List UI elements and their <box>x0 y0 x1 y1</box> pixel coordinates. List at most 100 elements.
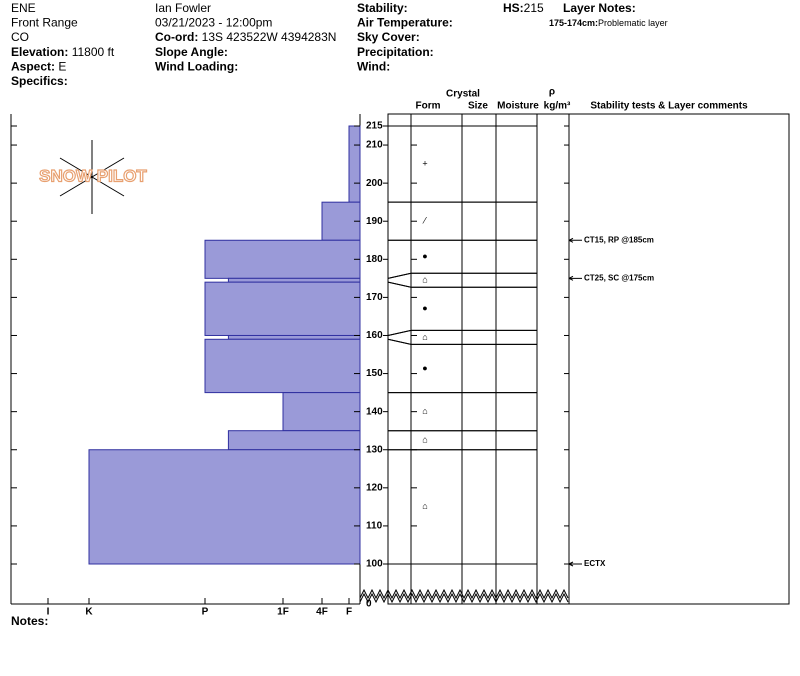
depth-label: 170 <box>366 292 383 303</box>
hs: HS:215 <box>503 1 544 15</box>
depth-label: 150 <box>366 368 383 379</box>
field-value: Ian Fowler <box>155 1 211 15</box>
test-arrow <box>568 561 582 567</box>
layer-note: 175-174cm:Problematic layer <box>549 18 668 28</box>
depth-break-label: 0 <box>366 599 372 610</box>
crystal-form: + <box>422 158 427 168</box>
field-value: Front Range <box>11 16 78 30</box>
table-header: Crystal <box>446 89 480 100</box>
depth-label: 160 <box>366 330 383 341</box>
hs-value: 215 <box>524 1 544 15</box>
layer-boundary <box>387 329 537 336</box>
layer-boundary <box>387 281 537 288</box>
hardness-label: 4F <box>316 607 328 618</box>
header-field: Ian Fowler <box>155 1 211 15</box>
header-field: Slope Angle: <box>155 45 228 59</box>
field-value: 11800 ft <box>72 45 115 59</box>
hardness-bar <box>227 334 361 340</box>
field-value: 03/21/2023 - 12:00pm <box>155 16 272 30</box>
crystal-form: ⁄ <box>422 216 427 226</box>
hs-label: HS: <box>503 1 524 15</box>
axis-break <box>359 592 569 604</box>
table-header: ρ <box>549 87 555 98</box>
field-value: CO <box>11 30 29 44</box>
field-value: E <box>58 60 66 74</box>
depth-label: 190 <box>366 216 383 227</box>
depth-label: 120 <box>366 482 383 493</box>
header-field: Front Range <box>11 16 78 30</box>
axis-break <box>359 588 569 600</box>
hardness-label: K <box>85 607 93 618</box>
field-label: Stability: <box>357 1 408 15</box>
header-field: Elevation: 11800 ft <box>11 45 115 59</box>
depth-label: 200 <box>366 178 383 189</box>
field-label: Aspect: <box>11 60 55 74</box>
depth-label: 110 <box>366 521 383 532</box>
test-label: CT15, RP @185cm <box>584 235 654 244</box>
depth-label: 210 <box>366 140 383 151</box>
test-arrow <box>568 237 582 243</box>
hardness-label: F <box>346 607 352 618</box>
notes-label: Notes: <box>11 614 48 628</box>
crystal-form: ⌂ <box>422 332 427 342</box>
depth-label: 215 <box>366 121 383 132</box>
table-header: kg/m³ <box>544 101 571 112</box>
table-frame <box>387 113 790 605</box>
field-value: 13S 423522W 4394283N <box>202 30 337 44</box>
header-field: 03/21/2023 - 12:00pm <box>155 16 272 30</box>
crystal-form: ⌂ <box>422 406 427 416</box>
table-header: Moisture <box>497 101 539 112</box>
header-field: Specifics: <box>11 74 68 88</box>
note-label: 175-174cm: <box>549 18 598 28</box>
hardness-label: 1F <box>277 607 289 618</box>
header-field: Stability: <box>357 1 408 15</box>
crystal-form: ● <box>422 303 427 313</box>
field-label: Sky Cover: <box>357 30 420 44</box>
field-label: Elevation: <box>11 45 68 59</box>
field-label: Slope Angle: <box>155 45 228 59</box>
hardness-bar <box>204 281 361 336</box>
field-label: Wind Loading: <box>155 60 238 74</box>
table-header: Size <box>468 101 488 112</box>
logo <box>59 140 125 214</box>
header-field: Sky Cover: <box>357 30 420 44</box>
field-label: Air Temperature: <box>357 16 453 30</box>
hardness-bar <box>204 239 361 279</box>
field-value: ENE <box>11 1 36 15</box>
note-value: Problematic layer <box>598 18 668 28</box>
header-field: ENE <box>11 1 36 15</box>
field-label: Wind: <box>357 60 390 74</box>
layer-notes-title: Layer Notes: <box>563 1 636 15</box>
test-arrow <box>568 275 582 281</box>
depth-label: 100 <box>366 559 383 570</box>
header-field: Wind Loading: <box>155 60 238 74</box>
depth-label: 140 <box>366 406 383 417</box>
depth-label: 180 <box>366 254 383 265</box>
hardness-label: P <box>202 607 209 618</box>
crystal-form: ● <box>422 363 427 373</box>
logo-text: SNOW PILOT <box>39 166 147 185</box>
hardness-bar <box>88 449 361 565</box>
header-field: CO <box>11 30 29 44</box>
crystal-form: ⌂ <box>422 501 427 511</box>
header-field: Precipitation: <box>357 45 434 59</box>
field-label: Specifics: <box>11 74 68 88</box>
test-label: ECTX <box>584 559 606 568</box>
layer-boundary <box>387 338 537 345</box>
header-field: Aspect: E <box>11 60 66 74</box>
hardness-bar <box>204 338 361 394</box>
field-label: Precipitation: <box>357 45 434 59</box>
hardness-bar <box>227 430 361 451</box>
crystal-form: ● <box>422 251 427 261</box>
crystal-form: ⌂ <box>422 275 427 285</box>
hardness-label: I <box>47 607 50 618</box>
header-field: Co-ord: 13S 423522W 4394283N <box>155 30 336 44</box>
crystal-form: ⌂ <box>422 435 427 445</box>
layer-boundary <box>387 272 537 279</box>
header-field: Wind: <box>357 60 390 74</box>
hardness-bar <box>348 125 361 203</box>
field-label: Co-ord: <box>155 30 198 44</box>
table-header: Form <box>416 101 441 112</box>
hardness-bar <box>282 392 361 432</box>
